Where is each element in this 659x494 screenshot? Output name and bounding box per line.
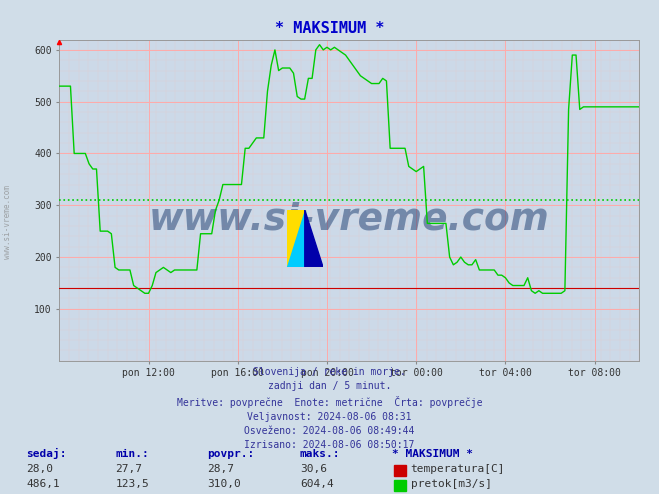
- Polygon shape: [287, 210, 304, 267]
- Bar: [287, 210, 304, 267]
- Text: 123,5: 123,5: [115, 479, 149, 489]
- Text: 30,6: 30,6: [300, 464, 327, 474]
- Text: www.si-vreme.com: www.si-vreme.com: [3, 185, 13, 259]
- Text: 486,1: 486,1: [26, 479, 60, 489]
- Text: pretok[m3/s]: pretok[m3/s]: [411, 479, 492, 489]
- Text: povpr.:: povpr.:: [208, 449, 255, 459]
- Text: 604,4: 604,4: [300, 479, 333, 489]
- Text: 27,7: 27,7: [115, 464, 142, 474]
- Text: * MAKSIMUM *: * MAKSIMUM *: [392, 449, 473, 459]
- Text: temperatura[C]: temperatura[C]: [411, 464, 505, 474]
- Text: Slovenija / reke in morje.
zadnji dan / 5 minut.
Meritve: povprečne  Enote: metr: Slovenija / reke in morje. zadnji dan / …: [177, 367, 482, 450]
- Text: min.:: min.:: [115, 449, 149, 459]
- Text: 28,7: 28,7: [208, 464, 235, 474]
- Text: www.si-vreme.com: www.si-vreme.com: [149, 202, 550, 237]
- Text: sedaj:: sedaj:: [26, 448, 67, 459]
- Text: * MAKSIMUM *: * MAKSIMUM *: [275, 21, 384, 36]
- Text: 28,0: 28,0: [26, 464, 53, 474]
- Text: 310,0: 310,0: [208, 479, 241, 489]
- Text: maks.:: maks.:: [300, 449, 340, 459]
- Polygon shape: [304, 210, 323, 267]
